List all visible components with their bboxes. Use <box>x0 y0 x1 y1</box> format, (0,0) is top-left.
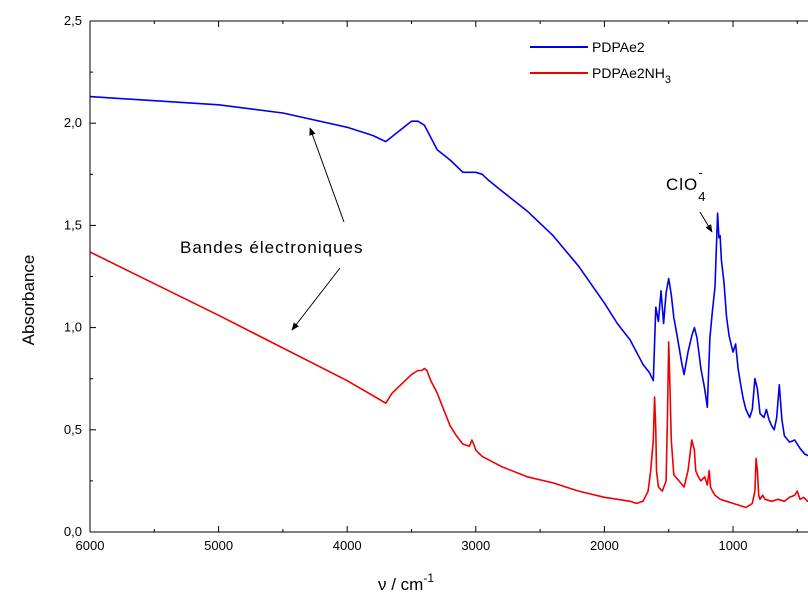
legend-label-pdpae2nh3-sub: 3 <box>665 74 671 86</box>
y-tick-label: 1,0 <box>64 320 82 335</box>
annotation-clo4-text: ClO <box>666 175 698 194</box>
x-tick-label: 2000 <box>590 538 619 553</box>
legend-label-pdpae2nh3-text: PDPAe2NH <box>592 65 665 81</box>
x-tick-label: 4000 <box>333 538 362 553</box>
y-tick-label: 0,0 <box>64 524 82 539</box>
series-line-pdpae2nh3 <box>90 251 808 509</box>
legend: PDPAe2 PDPAe2NH3 <box>530 39 671 86</box>
series-layer <box>90 95 808 509</box>
x-tick-label: 3000 <box>461 538 490 553</box>
y-axis-title: Absorbance <box>19 255 38 346</box>
annotation-clo4-sup: - <box>699 165 704 180</box>
x-axis-title-sup: -1 <box>423 571 434 585</box>
annotation-clo4: ClO4 - <box>666 165 707 204</box>
x-axis-title-text: ν / cm <box>378 575 423 594</box>
y-tick-label: 2,0 <box>64 115 82 130</box>
annotation-arrow-lower <box>291 267 341 331</box>
y-tick-label: 1,5 <box>64 217 82 232</box>
ticks: 6000 5000 4000 3000 2000 1000 0,0 0,5 1,0 1,5 2,0 2… <box>64 13 798 553</box>
axes <box>89 20 808 533</box>
x-axis-title: ν / cm-1 <box>378 571 434 594</box>
x-tick-label: 6000 <box>76 538 105 553</box>
annotation-arrow-upper <box>309 127 345 223</box>
annotation-bandes-electroniques: Bandes électroniques <box>180 238 364 257</box>
annotation-clo4-sub: 4 <box>698 189 706 204</box>
y-tick-label: 0,5 <box>64 422 82 437</box>
x-tick-label: 5000 <box>204 538 233 553</box>
legend-label-pdpae2: PDPAe2 <box>592 39 645 55</box>
y-tick-label: 2,5 <box>64 13 82 28</box>
legend-label-pdpae2nh3: PDPAe2NH3 <box>592 65 671 86</box>
annotation-arrow-clo4 <box>699 211 713 233</box>
x-tick-label: 1000 <box>719 538 748 553</box>
series-line-pdpae2 <box>90 95 808 457</box>
